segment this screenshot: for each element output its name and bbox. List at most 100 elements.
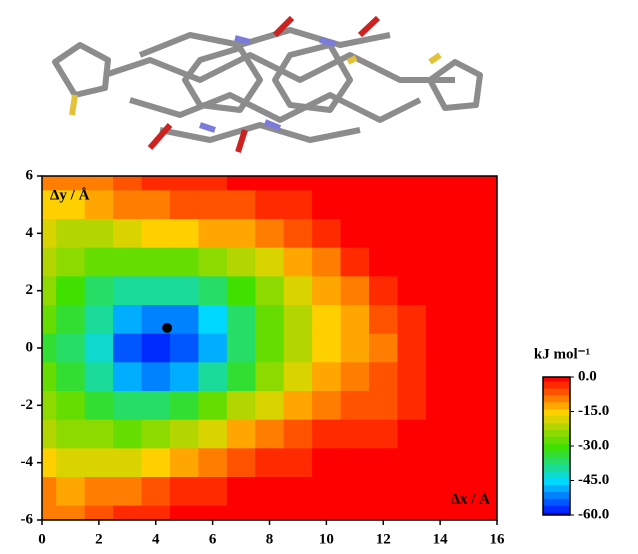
contour-cell [113,391,142,420]
colorbar-tick-label: -45.0 [578,472,609,488]
contour-cell [284,276,313,305]
y-tick-label: -6 [21,511,34,527]
colorbar-tick-label: 0.0 [578,368,597,384]
contour-cell [255,448,284,477]
y-tick-label: -2 [21,397,34,413]
contour-cell [56,477,85,506]
contour-cell [341,305,370,334]
contour-cell [397,190,426,219]
contour-cell [341,190,370,219]
contour-cell [227,248,256,277]
contour-cell [454,334,483,363]
contour-cell [170,391,199,420]
contour-cell [454,219,483,248]
contour-cell [56,334,85,363]
contour-cell [198,391,227,420]
contour-cell [170,248,199,277]
contour-cell [56,391,85,420]
contour-cell [113,420,142,449]
contour-cell [369,305,398,334]
x-tick-label: 0 [38,531,46,547]
contour-cell [255,305,284,334]
contour-cell [113,248,142,277]
contour-cell [426,248,455,277]
contour-cell [341,477,370,506]
contour-cell [170,305,199,334]
contour-cell [312,334,341,363]
contour-cell [227,305,256,334]
contour-cell [227,190,256,219]
contour-cell [369,362,398,391]
contour-cell [369,391,398,420]
contour-cell [255,477,284,506]
contour-cell [56,448,85,477]
contour-cell [341,334,370,363]
x-tick-label: 14 [433,531,449,547]
contour-cell [227,362,256,391]
contour-cell [369,334,398,363]
contour-cell [312,477,341,506]
contour-cell [198,219,227,248]
contour-cell [454,276,483,305]
x-tick-label: 6 [209,531,217,547]
contour-cell [170,362,199,391]
contour-cell [397,448,426,477]
contour-cell [397,219,426,248]
contour-cell [227,391,256,420]
contour-cell [227,219,256,248]
contour-cell [341,219,370,248]
contour-cell [284,219,313,248]
contour-cell [312,305,341,334]
contour-cell [255,219,284,248]
contour-cell [255,248,284,277]
contour-cell [426,362,455,391]
contour-cell [426,305,455,334]
contour-cell [284,362,313,391]
contour-cell [113,362,142,391]
contour-cell [113,477,142,506]
contour-cell [397,420,426,449]
contour-cell [142,448,171,477]
contour-field [28,162,512,535]
figure: Δy / Å Δx / Å kJ mol⁻¹ 0246810121416-6-4… [0,0,638,554]
contour-cell [85,391,114,420]
contour-cell [284,334,313,363]
contour-cell [255,190,284,219]
contour-cell [312,276,341,305]
contour-cell [85,477,114,506]
contour-cell [312,219,341,248]
contour-cell [227,420,256,449]
contour-cell [369,420,398,449]
x-tick-label: 2 [95,531,103,547]
contour-cell [255,334,284,363]
molecule [55,18,480,152]
y-tick-label: -4 [21,454,34,470]
contour-cell [426,420,455,449]
contour-cell [341,448,370,477]
contour-cell [397,248,426,277]
contour-cell [369,248,398,277]
contour-cell [397,305,426,334]
contour-cell [113,219,142,248]
contour-cell [227,448,256,477]
contour-cell [198,248,227,277]
contour-cell [56,219,85,248]
contour-cell [170,477,199,506]
contour-cell [85,248,114,277]
contour-cell [312,362,341,391]
contour-cell [312,420,341,449]
contour-cell [454,362,483,391]
contour-cell [284,190,313,219]
contour-cell [397,276,426,305]
contour-cell [56,305,85,334]
contour-cell [227,477,256,506]
contour-cell [142,219,171,248]
contour-cell [170,420,199,449]
contour-cell [284,305,313,334]
y-tick-label: 4 [26,225,34,241]
contour-cell [227,276,256,305]
contour-cell [454,248,483,277]
contour-cell [170,334,199,363]
contour-cell [341,391,370,420]
contour-cell [341,248,370,277]
